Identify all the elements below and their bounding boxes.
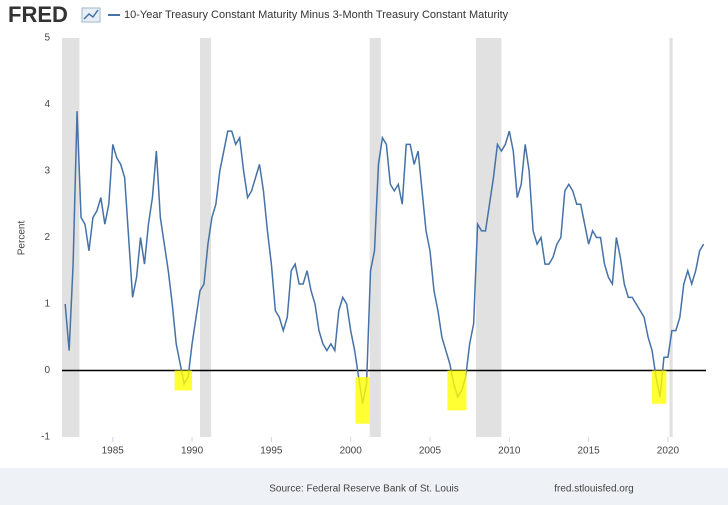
recession-band: [669, 38, 673, 437]
x-tick-label: 1985: [102, 446, 125, 457]
x-tick-label: 2010: [498, 446, 521, 457]
site-link[interactable]: fred.stlouisfed.org: [554, 484, 634, 495]
y-tick-label: 5: [44, 33, 50, 44]
x-tick-label: 1995: [260, 446, 283, 457]
y-tick-label: -1: [41, 432, 50, 443]
highlight: [652, 370, 667, 404]
x-tick-label: 2000: [340, 446, 363, 457]
x-tick-label: 1990: [181, 446, 204, 457]
y-tick-label: 0: [44, 365, 50, 376]
series-line: [64, 111, 705, 404]
highlight: [174, 370, 193, 391]
legend-label: 10-Year Treasury Constant Maturity Minus…: [124, 9, 509, 21]
brand-logo[interactable]: FRED: [8, 2, 68, 27]
highlight: [355, 377, 370, 424]
plot-area: [62, 38, 706, 437]
y-axis-label: Percent: [17, 221, 28, 256]
logo-icon: [81, 7, 101, 23]
source: Source: Federal Reserve Bank of St. Loui…: [269, 484, 459, 495]
y-tick-label: 1: [44, 299, 50, 310]
x-tick-label: 2020: [657, 446, 680, 457]
recession-band: [476, 38, 502, 437]
highlight: [447, 370, 467, 411]
y-tick-label: 4: [44, 99, 50, 110]
recession-band: [62, 38, 80, 437]
x-tick-label: 2005: [419, 446, 442, 457]
y-tick-label: 2: [44, 232, 50, 243]
footer: [0, 468, 728, 505]
recession-band: [200, 38, 212, 437]
x-tick-label: 2015: [577, 446, 600, 457]
y-tick-label: 3: [44, 166, 50, 177]
